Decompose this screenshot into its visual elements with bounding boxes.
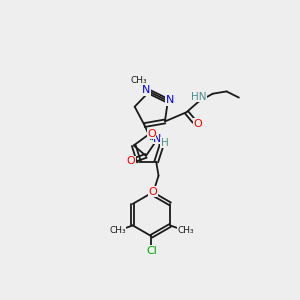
- Text: HN: HN: [191, 92, 207, 102]
- Text: O: O: [194, 119, 203, 129]
- Text: O: O: [147, 129, 156, 139]
- Text: H: H: [160, 138, 168, 148]
- Text: N: N: [142, 85, 150, 95]
- Text: N: N: [166, 95, 174, 105]
- Text: N: N: [153, 134, 162, 144]
- Text: CH₃: CH₃: [109, 226, 126, 235]
- Text: Cl: Cl: [146, 246, 157, 256]
- Text: CH₃: CH₃: [177, 226, 194, 235]
- Text: O: O: [149, 187, 158, 197]
- Text: O: O: [126, 156, 135, 166]
- Text: CH₃: CH₃: [130, 76, 147, 85]
